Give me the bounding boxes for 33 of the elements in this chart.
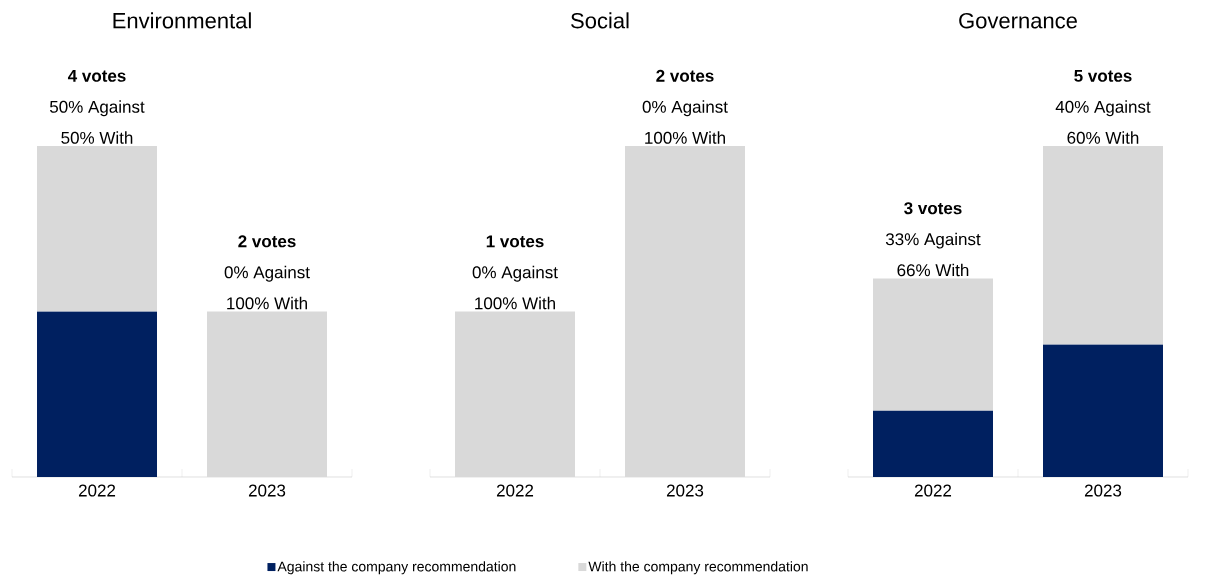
x-tick-label: 2023: [666, 484, 704, 497]
x-tick-label: 2022: [78, 484, 116, 497]
annotation: 100% With: [475, 296, 555, 310]
chart-title: Environmental: [113, 12, 251, 29]
text: 50% Against: [49, 100, 145, 117]
x-tick-label: 2023: [1084, 484, 1122, 497]
bar: [1043, 344, 1163, 477]
x-tick-label: 2023: [248, 484, 286, 497]
text: 50% With: [61, 131, 133, 144]
annotation: 1 votes: [486, 235, 544, 248]
chart-title: Social: [571, 12, 629, 29]
text: 4 votes: [67, 69, 126, 82]
text: 5 votes: [1074, 69, 1132, 82]
annotation: 33% Against: [885, 232, 981, 249]
annotation: 0% Against: [224, 265, 310, 282]
x-tick-label: 2022: [914, 484, 952, 497]
x-tick-label: 2022: [496, 484, 534, 497]
annotation: 66% With: [897, 263, 969, 277]
text: 2 votes: [656, 69, 714, 82]
bar: [873, 410, 993, 477]
annotation: 3 votes: [904, 202, 962, 215]
bar: [873, 278, 993, 411]
text: 40% Against: [1055, 100, 1151, 117]
legend-label: With the company recommendation: [588, 561, 808, 575]
text: 0% Against: [642, 100, 728, 117]
legend-label: Against the company recommendation: [277, 561, 516, 575]
text: 60% With: [1067, 131, 1139, 144]
chart-title: Governance: [959, 12, 1077, 29]
annotation: 2 votes: [238, 235, 296, 248]
bar: [1043, 146, 1163, 345]
text: 100% With: [645, 131, 725, 144]
annotation: 100% With: [227, 296, 307, 310]
annotation: 0% Against: [472, 265, 558, 282]
